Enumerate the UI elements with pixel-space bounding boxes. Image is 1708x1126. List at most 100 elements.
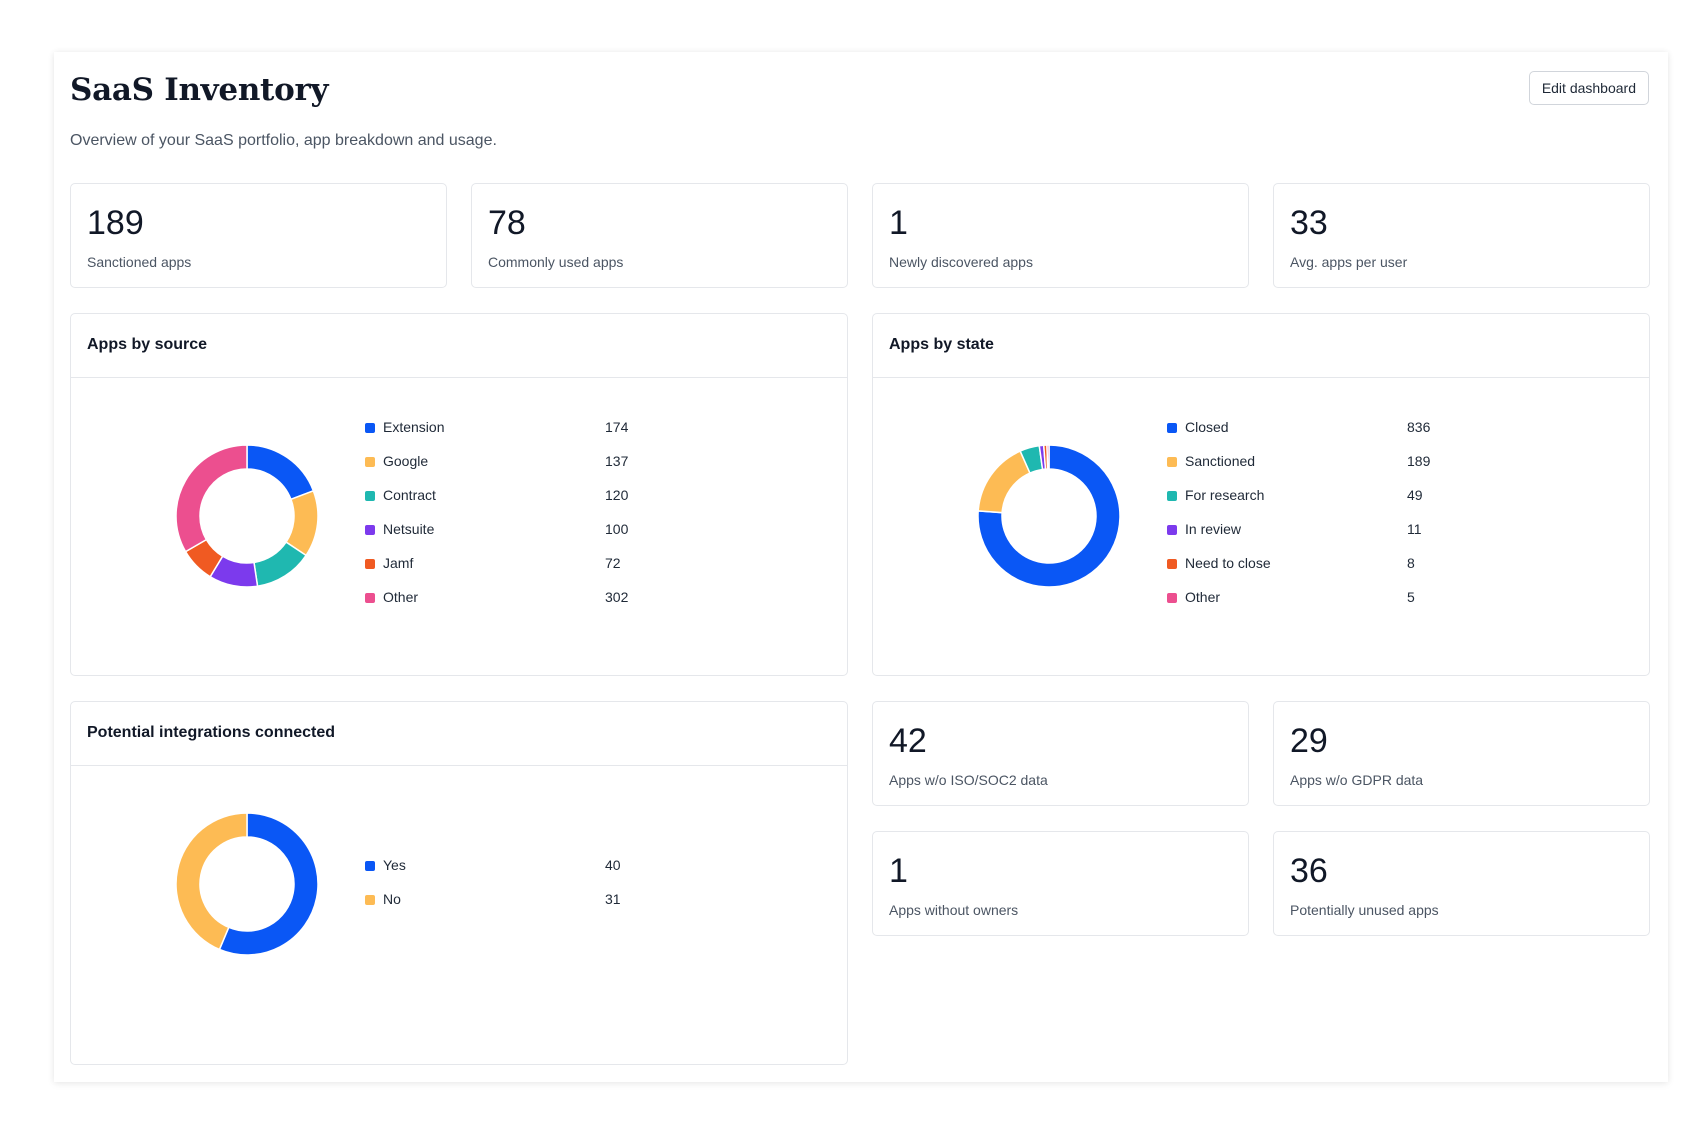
legend-label: Google — [383, 453, 429, 469]
apps-by-state-donut — [977, 444, 1121, 588]
legend-label: Closed — [1185, 419, 1229, 435]
stat-label: Potentially unused apps — [1290, 902, 1439, 918]
legend-label: Contract — [383, 487, 436, 503]
legend-swatch — [365, 491, 375, 501]
panel-header: Apps by state — [873, 314, 1649, 378]
legend-swatch — [1167, 559, 1177, 569]
legend-item[interactable]: Contract 120 — [365, 487, 665, 521]
legend-swatch — [365, 525, 375, 535]
stat-value: 78 — [488, 204, 526, 242]
legend-label: Jamf — [383, 555, 414, 571]
stat-value: 189 — [87, 204, 144, 242]
legend-swatch — [365, 423, 375, 433]
legend-item[interactable]: For research 49 — [1167, 487, 1467, 521]
donut-slice-other[interactable] — [175, 444, 248, 553]
potential-integrations-panel: Potential integrations connected Yes 40 No… — [70, 701, 848, 1065]
stat-value: 1 — [889, 204, 908, 242]
legend-swatch — [365, 593, 375, 603]
apps-by-source-panel: Apps by source Extension 174 Google 137 Cont… — [70, 313, 848, 676]
potential-integrations-donut — [175, 812, 319, 956]
legend-value: 174 — [605, 419, 629, 435]
stat-label: Commonly used apps — [488, 254, 624, 270]
legend-label: Extension — [383, 419, 445, 435]
stat-value: 42 — [889, 722, 927, 760]
legend-value: 31 — [605, 891, 621, 907]
stat-card-apps-without-iso-soc2[interactable]: 42 Apps w/o ISO/SOC2 data — [872, 701, 1249, 806]
legend-item[interactable]: Closed 836 — [1167, 419, 1467, 453]
stat-label: Apps w/o GDPR data — [1290, 772, 1424, 788]
legend-value: 836 — [1407, 419, 1431, 435]
panel-title: Apps by state — [889, 336, 994, 353]
donut-slice-closed[interactable] — [977, 444, 1121, 588]
page-subtitle: Overview of your SaaS portfolio, app bre… — [70, 132, 497, 149]
legend-value: 72 — [605, 555, 621, 571]
legend-item[interactable]: No 31 — [365, 891, 665, 925]
legend-item[interactable]: Other 5 — [1167, 589, 1467, 623]
stat-value: 29 — [1290, 722, 1328, 760]
legend-item[interactable]: Netsuite 100 — [365, 521, 665, 555]
legend-label: Other — [1185, 589, 1221, 605]
legend-swatch — [365, 895, 375, 905]
legend-value: 5 — [1407, 589, 1415, 605]
stat-card-avg-apps-per-user[interactable]: 33 Avg. apps per user — [1273, 183, 1650, 288]
donut-slice-sanctioned[interactable] — [977, 450, 1031, 514]
stat-label: Newly discovered apps — [889, 254, 1033, 270]
legend: Extension 174 Google 137 Contract 120 Netsuite… — [365, 419, 665, 623]
legend-swatch — [1167, 457, 1177, 467]
legend-item[interactable]: Google 137 — [365, 453, 665, 487]
stat-card-potentially-unused-apps[interactable]: 36 Potentially unused apps — [1273, 831, 1650, 936]
stat-card-commonly-used-apps[interactable]: 78 Commonly used apps — [471, 183, 848, 288]
legend-label: Netsuite — [383, 521, 435, 537]
legend-item[interactable]: Other 302 — [365, 589, 665, 623]
stat-label: Apps w/o ISO/SOC2 data — [889, 772, 1048, 788]
donut-slice-other[interactable] — [1046, 444, 1050, 470]
stat-value: 1 — [889, 852, 908, 890]
legend-value: 8 — [1407, 555, 1415, 571]
stat-card-sanctioned-apps[interactable]: 189 Sanctioned apps — [70, 183, 447, 288]
legend-value: 189 — [1407, 453, 1431, 469]
legend-value: 120 — [605, 487, 629, 503]
stat-card-apps-without-gdpr[interactable]: 29 Apps w/o GDPR data — [1273, 701, 1650, 806]
legend-swatch — [1167, 491, 1177, 501]
edit-dashboard-button[interactable]: Edit dashboard — [1528, 71, 1649, 105]
stat-value: 33 — [1290, 204, 1328, 242]
stat-value: 36 — [1290, 852, 1328, 890]
legend-label: Other — [383, 589, 419, 605]
legend-label: Sanctioned — [1185, 453, 1256, 469]
legend-swatch — [1167, 593, 1177, 603]
legend-label: In review — [1185, 521, 1242, 537]
legend-item[interactable]: In review 11 — [1167, 521, 1467, 555]
dashboard-frame: SaaS Inventory Overview of your SaaS por… — [54, 52, 1668, 1082]
legend-label: Yes — [383, 857, 406, 873]
stat-card-apps-without-owners[interactable]: 1 Apps without owners — [872, 831, 1249, 936]
legend-item[interactable]: Need to close 8 — [1167, 555, 1467, 589]
apps-by-source-donut — [175, 444, 319, 588]
legend-swatch — [1167, 525, 1177, 535]
legend-swatch — [1167, 423, 1177, 433]
legend-value: 49 — [1407, 487, 1423, 503]
stat-label: Sanctioned apps — [87, 254, 192, 270]
legend-item[interactable]: Yes 40 — [365, 857, 665, 891]
legend-swatch — [365, 861, 375, 871]
legend-swatch — [365, 559, 375, 569]
panel-header: Apps by source — [71, 314, 847, 378]
donut-slice-no[interactable] — [175, 812, 248, 951]
apps-by-state-panel: Apps by state Closed 836 Sanctioned 189 For … — [872, 313, 1650, 676]
legend-item[interactable]: Sanctioned 189 — [1167, 453, 1467, 487]
legend-label: No — [383, 891, 401, 907]
donut-slice-extension[interactable] — [246, 444, 315, 501]
stat-label: Apps without owners — [889, 902, 1019, 918]
stat-card-newly-discovered-apps[interactable]: 1 Newly discovered apps — [872, 183, 1249, 288]
legend-item[interactable]: Extension 174 — [365, 419, 665, 453]
donut-slice-yes[interactable] — [218, 812, 319, 956]
legend: Yes 40 No 31 — [365, 857, 665, 925]
legend-value: 100 — [605, 521, 629, 537]
legend-value: 11 — [1407, 521, 1422, 537]
legend-label: For research — [1185, 487, 1265, 503]
legend-item[interactable]: Jamf 72 — [365, 555, 665, 589]
legend-value: 40 — [605, 857, 621, 873]
page-title: SaaS Inventory — [70, 72, 329, 108]
legend-label: Need to close — [1185, 555, 1271, 571]
legend-swatch — [365, 457, 375, 467]
legend: Closed 836 Sanctioned 189 For research 49 In r… — [1167, 419, 1467, 623]
